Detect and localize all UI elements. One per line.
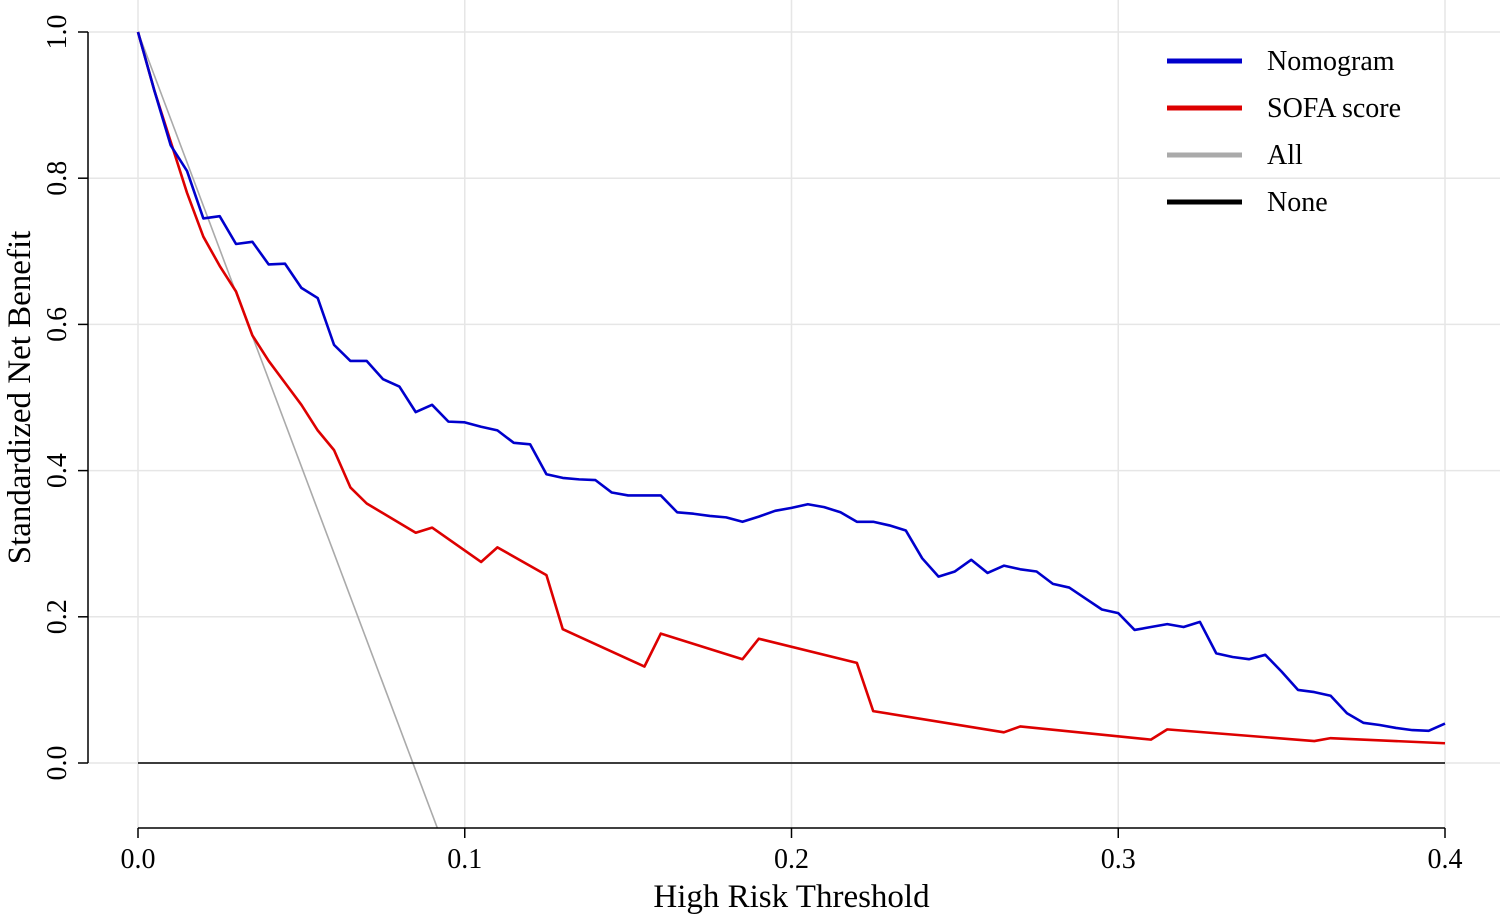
legend-label-nomogram: Nomogram bbox=[1267, 46, 1395, 77]
x-tick-label-0-2: 0.2 bbox=[774, 844, 809, 875]
y-tick-label-0-2: 0.2 bbox=[42, 599, 73, 634]
legend-label-none: None bbox=[1267, 187, 1328, 218]
y-axis: 0.0 0.2 0.4 0.6 0.8 1.0 bbox=[42, 15, 89, 781]
x-axis: 0.0 0.1 0.2 0.3 0.4 bbox=[121, 827, 1463, 875]
y-tick-label-0-4: 0.4 bbox=[42, 453, 73, 488]
series-line-nomogram bbox=[136, 31, 1446, 733]
grid-lines bbox=[88, 0, 1500, 828]
y-tick-label-0-8: 0.8 bbox=[42, 161, 73, 196]
y-tick-label-0-6: 0.6 bbox=[42, 307, 73, 342]
y-tick-label-0-0: 0.0 bbox=[42, 746, 73, 781]
x-tick-label-0-1: 0.1 bbox=[447, 844, 482, 875]
legend: Nomogram SOFA score All None bbox=[1167, 46, 1401, 218]
series-line-all bbox=[137, 31, 439, 828]
x-tick-label-0-0: 0.0 bbox=[121, 844, 156, 875]
y-tick-label-1-0: 1.0 bbox=[42, 15, 73, 50]
x-axis-title: High Risk Threshold bbox=[653, 879, 930, 915]
series-lines bbox=[136, 31, 1446, 745]
y-axis-title: Standardized Net Benefit bbox=[2, 231, 38, 565]
reference-lines bbox=[137, 31, 1445, 828]
x-tick-label-0-4: 0.4 bbox=[1428, 844, 1463, 875]
legend-label-sofa-score: SOFA score bbox=[1267, 93, 1401, 124]
legend-label-all: All bbox=[1267, 140, 1303, 171]
x-tick-label-0-3: 0.3 bbox=[1101, 844, 1136, 875]
series-line-sofa-score bbox=[136, 31, 1446, 745]
